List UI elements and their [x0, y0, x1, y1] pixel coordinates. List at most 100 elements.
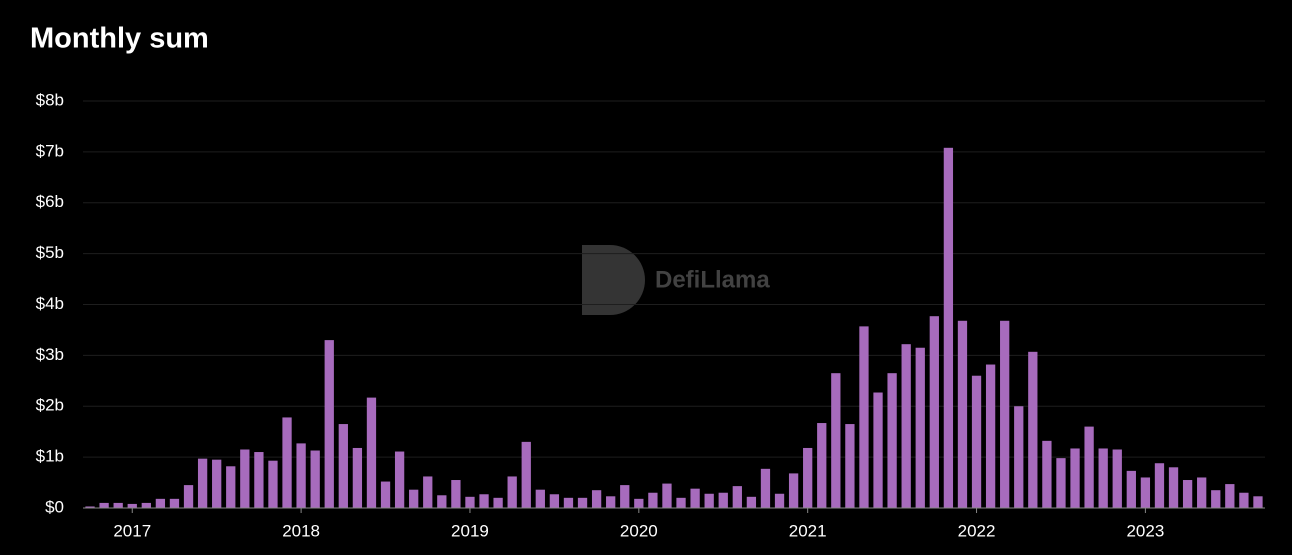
watermark: DefiLlama [582, 245, 770, 315]
bar [451, 480, 461, 508]
bar [591, 490, 602, 508]
bar [1112, 449, 1122, 508]
bar [957, 320, 968, 508]
bar [676, 497, 686, 508]
bar [831, 373, 841, 508]
x-tick-label: 2019 [451, 521, 489, 540]
bar [1154, 463, 1165, 508]
bar [169, 498, 180, 508]
y-tick-label: $5b [36, 243, 64, 262]
bar [352, 447, 363, 508]
bar [1253, 496, 1263, 508]
bar [817, 423, 827, 508]
y-tick-label: $3b [36, 345, 64, 364]
bar [1168, 467, 1179, 508]
bar [1098, 448, 1108, 508]
bar [380, 481, 391, 508]
bar [620, 485, 630, 508]
bar [141, 502, 151, 508]
bar [423, 476, 433, 508]
bar [774, 493, 785, 508]
y-tick-label: $8b [36, 90, 64, 109]
bar [521, 441, 531, 508]
bar [240, 449, 250, 508]
bar [732, 486, 742, 508]
bar [634, 498, 644, 508]
bar [282, 417, 292, 508]
bar [226, 466, 236, 508]
bar [465, 496, 475, 508]
bar [929, 316, 939, 508]
bar [746, 496, 757, 508]
y-tick-label: $1b [36, 447, 64, 466]
bar [1000, 320, 1010, 508]
bar [394, 451, 405, 508]
bar [1126, 470, 1136, 508]
bar [915, 347, 925, 508]
bar [845, 424, 855, 508]
bar [1211, 490, 1221, 508]
y-tick-label: $7b [36, 141, 64, 160]
bar [606, 496, 616, 508]
bar [1028, 351, 1038, 508]
x-tick-label: 2017 [113, 521, 151, 540]
bar [662, 483, 672, 508]
bar [648, 492, 658, 508]
bar [859, 326, 869, 508]
bar [1239, 492, 1249, 508]
y-tick-label: $0 [45, 497, 64, 516]
bar [493, 497, 503, 508]
bar [1070, 448, 1080, 508]
bar [887, 373, 897, 508]
x-tick-label: 2022 [958, 521, 996, 540]
x-tick-label: 2021 [789, 521, 827, 540]
x-tick-label: 2018 [282, 521, 320, 540]
bar [197, 458, 208, 508]
bar [212, 459, 222, 508]
bar [1042, 440, 1052, 508]
bar [113, 502, 123, 508]
bar [127, 503, 137, 508]
bar [1084, 426, 1094, 508]
bar [507, 476, 517, 508]
bar [1197, 477, 1207, 508]
bar [704, 493, 714, 508]
bar [788, 473, 799, 508]
y-tick-label: $4b [36, 294, 64, 313]
bar [366, 397, 377, 508]
bar [437, 495, 447, 508]
bar [577, 497, 588, 508]
bar [155, 498, 166, 508]
watermark-logo [582, 245, 645, 315]
x-tick-label: 2023 [1126, 521, 1164, 540]
bar [718, 492, 728, 508]
bar [1014, 406, 1024, 508]
bar [409, 489, 419, 508]
bar [296, 443, 306, 508]
chart-title: Monthly sum [30, 23, 209, 55]
bar [873, 392, 883, 508]
bar [85, 506, 95, 508]
bar [971, 375, 982, 508]
bar [1056, 458, 1066, 508]
y-tick-label: $2b [36, 396, 64, 415]
bar [183, 485, 194, 508]
bar [563, 497, 574, 508]
bar [1140, 477, 1151, 508]
bar [901, 344, 911, 508]
bar [985, 364, 996, 508]
bar [1225, 484, 1235, 508]
bar [549, 494, 560, 508]
bar [324, 340, 334, 508]
bar [760, 468, 771, 508]
bar [268, 460, 278, 508]
bar [479, 494, 489, 508]
bar [1182, 480, 1193, 508]
bar [99, 502, 109, 508]
watermark-text: DefiLlama [655, 266, 770, 293]
bar [310, 450, 320, 508]
y-tick-label: $6b [36, 192, 64, 211]
bar [254, 452, 264, 508]
